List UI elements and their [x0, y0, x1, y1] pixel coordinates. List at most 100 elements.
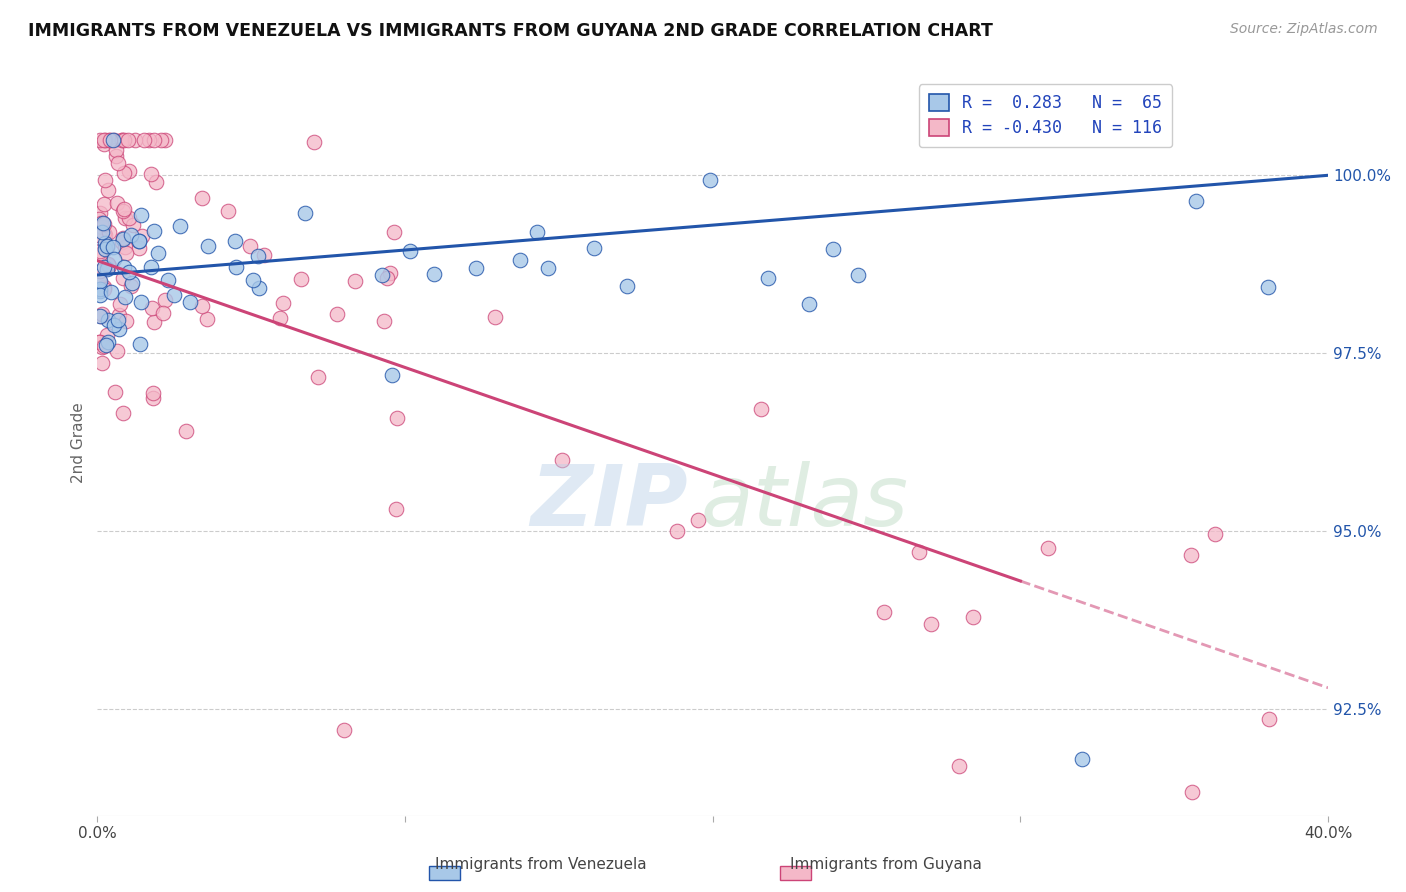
Point	[239, 239, 262, 253]
Point	[269, 310, 291, 325]
Text: ZIP: ZIP	[530, 460, 688, 543]
Point	[1071, 752, 1094, 766]
Point	[108, 322, 131, 336]
Point	[139, 260, 162, 275]
Point	[103, 252, 125, 267]
Point	[823, 243, 845, 257]
Point	[111, 133, 134, 147]
Point	[121, 218, 143, 232]
Point	[97, 183, 120, 197]
Point	[294, 206, 316, 220]
Point	[124, 133, 146, 147]
Point	[112, 165, 135, 179]
Point	[247, 281, 270, 295]
Point	[114, 240, 136, 254]
Point	[103, 133, 125, 147]
Point	[89, 264, 111, 278]
Point	[93, 133, 115, 147]
Point	[121, 276, 143, 290]
Point	[112, 133, 135, 147]
Point	[108, 308, 131, 322]
Point	[91, 220, 114, 235]
Point	[195, 312, 218, 326]
Point	[97, 225, 120, 239]
Point	[304, 135, 326, 149]
Point	[96, 239, 118, 253]
Point	[94, 338, 117, 352]
Point	[103, 133, 125, 147]
Point	[128, 336, 150, 351]
Point	[141, 301, 163, 315]
Point	[94, 173, 117, 187]
Point	[128, 234, 150, 248]
Y-axis label: 2nd Grade: 2nd Grade	[72, 401, 86, 483]
Point	[484, 310, 506, 324]
Point	[96, 261, 118, 276]
Point	[105, 195, 128, 210]
Point	[343, 274, 366, 288]
Point	[373, 314, 395, 328]
Point	[253, 247, 276, 261]
Point	[87, 211, 110, 226]
Point	[142, 391, 165, 405]
Point	[93, 339, 115, 353]
Point	[920, 617, 942, 632]
Point	[105, 149, 128, 163]
Point	[93, 260, 115, 274]
Point	[94, 228, 117, 243]
Point	[1204, 527, 1226, 541]
Point	[139, 167, 162, 181]
Point	[90, 309, 112, 323]
Point	[89, 288, 111, 302]
Point	[89, 133, 111, 147]
Point	[908, 545, 931, 559]
Point	[799, 297, 821, 311]
Point	[107, 313, 129, 327]
Point	[94, 242, 117, 256]
Point	[115, 313, 138, 327]
Point	[616, 278, 638, 293]
Point	[380, 368, 402, 382]
Point	[87, 271, 110, 285]
Point	[271, 296, 294, 310]
Point	[686, 513, 709, 527]
Point	[120, 228, 142, 243]
Point	[146, 246, 169, 260]
Point	[96, 240, 118, 254]
Point	[112, 231, 135, 245]
Point	[96, 327, 118, 342]
Point	[423, 268, 446, 282]
Point	[89, 246, 111, 260]
Point	[145, 175, 167, 189]
Point	[97, 334, 120, 349]
Point	[1181, 785, 1204, 799]
Point	[114, 290, 136, 304]
Point	[94, 236, 117, 251]
Point	[179, 295, 201, 310]
Point	[1180, 548, 1202, 562]
Point	[385, 502, 408, 516]
Point	[93, 197, 115, 211]
Point	[142, 386, 165, 401]
Point	[138, 133, 160, 147]
Point	[103, 240, 125, 254]
Point	[118, 164, 141, 178]
Point	[111, 133, 134, 147]
Point	[197, 238, 219, 252]
Point	[550, 453, 572, 467]
Point	[509, 252, 531, 267]
Point	[91, 355, 114, 369]
Point	[191, 299, 214, 313]
Point	[749, 402, 772, 417]
Point	[128, 234, 150, 248]
Point	[104, 144, 127, 158]
Point	[97, 133, 120, 147]
Point	[89, 206, 111, 220]
Point	[111, 235, 134, 249]
Point	[93, 282, 115, 296]
Point	[325, 307, 347, 321]
Point	[93, 279, 115, 293]
Point	[115, 246, 138, 260]
Point	[89, 244, 111, 258]
Point	[224, 234, 246, 248]
